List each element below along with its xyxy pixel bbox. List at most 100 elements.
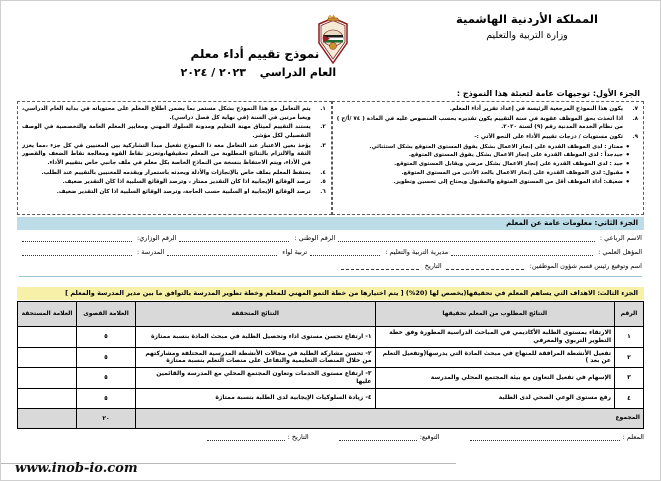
field-label-hr-head-signature: اسم وتوقيع رئيس قسم شؤون الموظفين:: [529, 262, 642, 270]
field-input-ministry-number[interactable]: [22, 234, 132, 242]
item-number: ٨.: [632, 115, 638, 122]
footer-label-teacher: المعلم :: [622, 433, 644, 441]
field-input-hr-head-signature[interactable]: [445, 262, 524, 270]
document-footer: المعلم : التوقيع: التاريخ :: [17, 433, 644, 441]
cell-earned-mark[interactable]: [17, 346, 77, 369]
cell-achieved-result: ١- ارتفاع تحسن مستوى اداء وتحصيل الطلبة …: [135, 326, 376, 348]
item-text: يكون هذا النموذج المرجعية الرئيسة في إعد…: [449, 106, 623, 112]
col-header-max-mark: العلامة القصوى: [76, 301, 136, 327]
field-label-full-name: الاسم الرباعي :: [599, 234, 642, 242]
cell-max-mark: ٥: [76, 326, 136, 348]
instructions-left-list: ٧. يكون هذا النموذج المرجعية الرئيسة في …: [337, 105, 639, 142]
field-label-national-id: الرقم الوطني :: [294, 234, 336, 242]
jordan-coat-of-arms-icon: [317, 15, 348, 65]
cell-earned-mark[interactable]: [17, 367, 77, 389]
item-text: ترصد الوقائع الإيجابية اذا كان التقدير م…: [62, 179, 311, 186]
footer-date: التاريخ :: [206, 433, 309, 441]
rating-level-item: ممتاز : لدى الموظف القدرة على إنجاز الاع…: [337, 142, 630, 153]
part2-band: الجزء الثاني: معلومات عامة عن المعلم: [17, 217, 644, 230]
instruction-item: ٣. يؤخذ بعين الاعتبار عند التعامل معه ذا…: [22, 142, 326, 168]
field-input-school[interactable]: [22, 248, 132, 256]
item-text: يحتفظ المعلم بملف خاص بالإنجازات والأدلة…: [41, 169, 311, 176]
rating-level-item: جيد : لدى الموظف القدرة على إنجاز الاعما…: [337, 159, 630, 170]
field-input-district[interactable]: [167, 248, 278, 256]
rating-level-item: جيدجداً : لدى الموظف القدرة على إنجاز ال…: [337, 150, 630, 161]
field-label-qualification: المؤهل العلمي :: [598, 248, 642, 256]
instruction-item: ٩. تكون مستويات / درجات تقييم الأداء على…: [337, 133, 638, 142]
field-input-date[interactable]: [340, 262, 419, 270]
instruction-item: ٦. ترصد الوقائع الإيجابية او السلبية حسب…: [22, 188, 326, 197]
field-input-qualification[interactable]: [451, 248, 594, 256]
rating-levels-list: ممتاز : لدى الموظف القدرة على إنجاز الاع…: [337, 142, 631, 188]
field-label-date: التاريخ: [424, 262, 442, 270]
cell-required-result: رفع مستوى الوعي الصحي لدى الطلبة: [374, 387, 615, 409]
school-year-value: ٢٠٢٣ / ٢٠٢٤: [180, 66, 246, 79]
footer-signature: التوقيع:: [338, 433, 440, 441]
rating-level-item: ضعيف: أداء الموظف أقل من المستوى المتوقع…: [337, 177, 630, 188]
col-header-required-results: النتائج المطلوب من المعلم تحقيقها: [374, 301, 615, 327]
footer-divider: [1, 463, 456, 464]
field-row: اسم وتوقيع رئيس قسم شؤون الموظفين: التار…: [19, 262, 642, 270]
item-number: ٧.: [632, 106, 638, 112]
rating-level-item: مقبول: لدى الموظف القدرة على إنجاز الاعم…: [337, 168, 630, 179]
field-input-directorate[interactable]: [310, 248, 381, 256]
item-text: ترصد الوقائع الإيجابية او السلبية حسب ال…: [56, 188, 311, 195]
field-label-ministry-number: الرقم الوزاري:: [137, 234, 177, 242]
item-number: ٩.: [632, 133, 638, 140]
goals-table: الرقم النتائج المطلوب من المعلم تحقيقها …: [17, 301, 644, 429]
cell-max-mark: ٥: [76, 387, 136, 409]
footer-input-teacher[interactable]: [469, 433, 620, 441]
instruction-item: ٤. يحتفظ المعلم بملف خاص بالإنجازات والأ…: [22, 169, 325, 178]
total-max-mark: ٢٠: [76, 407, 136, 429]
table-row: ٣ الإسهام في تفعيل التعاون مع بيئة المجت…: [17, 367, 644, 389]
item-text: اذا اتخذت بحق الموظف عقوبة في سنة التقيي…: [336, 115, 623, 131]
footer-label-date: التاريخ :: [287, 433, 309, 441]
cell-earned-mark[interactable]: [17, 326, 77, 348]
school-year: العام الدراسي ٢٠٢٣ / ٢٠٢٤: [181, 66, 386, 79]
table-header-row: الرقم النتائج المطلوب من المعلم تحقيقها …: [17, 301, 644, 327]
field-label-directorate: مديرية التربية والتعليم :: [385, 248, 449, 256]
section-divider: [19, 276, 642, 277]
cell-number: ٤: [614, 387, 644, 409]
cell-number: ٣: [614, 367, 644, 389]
cell-achieved-result: ٤- زيادة السلوكيات الإيجابية لدى الطلبة …: [135, 387, 376, 409]
kingdom-name: المملكة الأردنية الهاشمية: [456, 12, 598, 26]
cell-achieved-result: ٢- تحسن مشاركة الطلبة في مجالات الأنشطة …: [135, 346, 376, 369]
table-total-row: المجموع ٢٠: [17, 407, 644, 429]
cell-max-mark: ٥: [76, 367, 136, 389]
cell-earned-mark[interactable]: [17, 387, 77, 409]
footer-teacher: المعلم :: [469, 433, 644, 441]
ministry-name: وزارة التربية والتعليم: [486, 30, 568, 42]
item-number: ٣.: [320, 142, 326, 149]
footer-input-date[interactable]: [206, 433, 285, 441]
item-text: تكون مستويات / درجات تقييم الأداء على ال…: [474, 133, 623, 140]
school-year-label: العام الدراسي: [259, 66, 337, 79]
col-header-earned-mark: العلامة المستحقة: [17, 301, 77, 327]
footer-input-signature[interactable]: [338, 433, 417, 441]
part3-band: الجزء الثالث: الاهداف التي يساهم المعلم …: [17, 287, 644, 300]
item-number: ٥.: [320, 179, 326, 186]
field-label-district: تربية لواء: [282, 248, 308, 256]
col-header-achieved-results: النتائج المتحققة: [135, 301, 376, 327]
instructions-left-column: ٧. يكون هذا النموذج المرجعية الرئيسة في …: [331, 101, 644, 215]
item-text: يؤخذ بعين الاعتبار عند التعامل معه ذا ال…: [22, 142, 311, 166]
watermark: www.inob-io.com: [15, 461, 138, 476]
part2-fields: الاسم الرباعي : الرقم الوطني : الرقم الو…: [17, 230, 644, 277]
form-title: نموذج تقييم أداء معلم: [190, 47, 320, 61]
field-input-full-name[interactable]: [338, 234, 595, 242]
cell-required-result: الارتقاء بمستوى الطلبة الأكاديمي في المب…: [374, 326, 615, 348]
instruction-item: ١. يتم التعامل مع هذا النموذج بشكل مستمر…: [22, 105, 326, 122]
cell-required-result: الإسهام في تفعيل التعاون مع بيئة المجتمع…: [374, 367, 615, 389]
cell-max-mark: ٥: [76, 346, 136, 369]
table-row: ١ الارتقاء بمستوى الطلبة الأكاديمي في ال…: [17, 326, 644, 348]
total-earned-mark[interactable]: [17, 407, 77, 429]
field-input-national-id[interactable]: [179, 234, 290, 242]
field-label-school: المدرسة :: [137, 248, 165, 256]
instruction-item: ٨. اذا اتخذت بحق الموظف عقوبة في سنة الت…: [336, 115, 638, 132]
instruction-item: ٢. يستند التقييم لميثاق مهنة التعليم ومد…: [22, 123, 326, 140]
item-number: ٦.: [320, 188, 326, 195]
instructions-right-list: ١. يتم التعامل مع هذا النموذج بشكل مستمر…: [22, 105, 327, 197]
field-row: الاسم الرباعي : الرقم الوطني : الرقم الو…: [19, 234, 642, 242]
cell-required-result: تفعيل الأنشطة المرافقة للمنهاج في مبحث ا…: [374, 346, 615, 369]
